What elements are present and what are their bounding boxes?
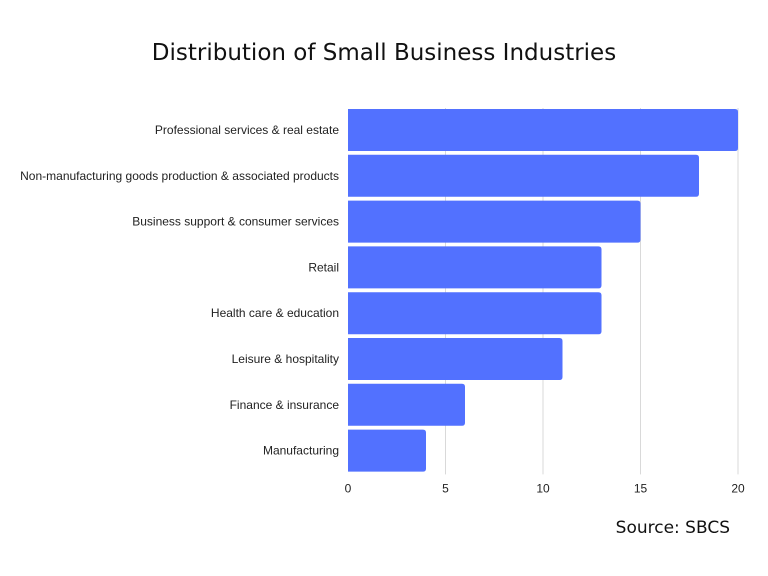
source-note: Source: SBCS bbox=[615, 518, 730, 538]
bar bbox=[348, 154, 699, 197]
x-tick-label: 0 bbox=[345, 481, 352, 495]
bar bbox=[348, 383, 465, 426]
x-tick-label: 15 bbox=[634, 481, 648, 495]
category-label: Health care & education bbox=[211, 306, 339, 320]
bar bbox=[348, 109, 738, 151]
category-label: Manufacturing bbox=[263, 444, 339, 458]
bar bbox=[348, 429, 426, 472]
category-label: Professional services & real estate bbox=[155, 123, 339, 137]
category-label: Retail bbox=[308, 260, 339, 274]
bar bbox=[348, 292, 602, 335]
category-label: Finance & insurance bbox=[230, 398, 340, 412]
x-tick-label: 5 bbox=[442, 481, 449, 495]
category-label: Business support & consumer services bbox=[132, 215, 339, 229]
x-tick-label: 10 bbox=[536, 481, 550, 495]
chart-title: Distribution of Small Business Industrie… bbox=[151, 40, 617, 66]
bar bbox=[348, 246, 602, 289]
category-label: Non-manufacturing goods production & ass… bbox=[20, 169, 339, 183]
category-label: Leisure & hospitality bbox=[232, 352, 339, 366]
x-tick-label: 20 bbox=[731, 481, 745, 495]
bar bbox=[348, 200, 641, 243]
bar bbox=[348, 338, 563, 380]
